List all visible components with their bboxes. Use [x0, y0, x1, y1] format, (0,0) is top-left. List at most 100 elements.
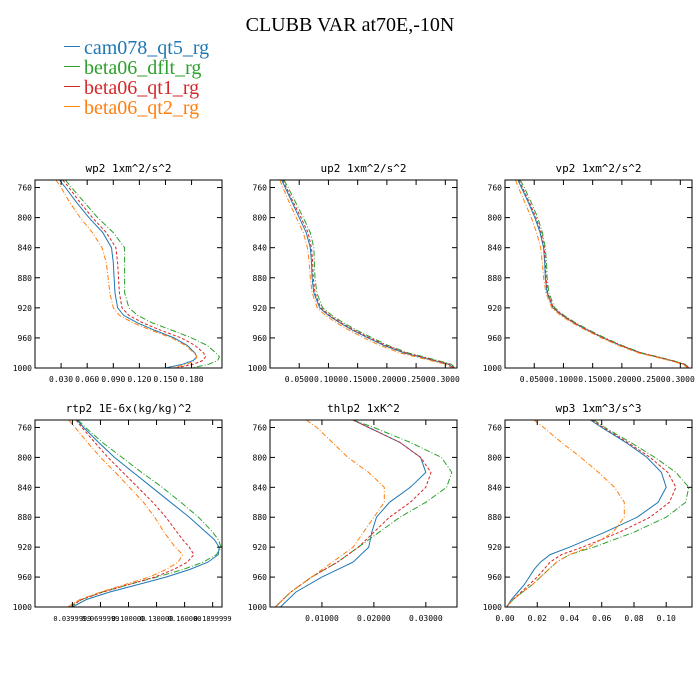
panel-2: up2 1xm^2/s^2 760 800 840 880 920 960 1000 0.050… [248, 162, 460, 384]
y-tick-label: 840 [18, 483, 33, 492]
x-tick-label: 0.06 [592, 614, 611, 623]
x-tick-label: 0.08 [624, 614, 643, 623]
legend-item: beta06_qt1_rg [64, 78, 209, 98]
x-tick-label: 0.0500 [520, 375, 549, 384]
panel-title: wp3 1xm^3/s^3 [555, 402, 641, 415]
panel-6: wp3 1xm^3/s^3 760 800 840 880 920 960 1000 0.00 0… [483, 402, 693, 623]
y-tick-label: 880 [488, 513, 503, 522]
series-line-beta06_qt1_rg [68, 420, 195, 607]
series-line-beta06_qt1_rg [282, 180, 455, 368]
legend-label: beta06_dflt_rg [84, 57, 202, 79]
y-tick-label: 920 [18, 304, 33, 313]
plot-frame [269, 179, 458, 369]
panel-4: rtp2 1E-6x(kg/kg)^2 760 800 840 880 920 960 100… [13, 402, 232, 623]
y-tick-label: 800 [488, 453, 503, 462]
legend-label: beta06_qt1_rg [84, 77, 200, 99]
y-tick-label: 920 [253, 304, 268, 313]
plot-frame [34, 419, 223, 608]
legend-label: beta06_qt2_rg [84, 97, 200, 119]
x-tick-label: 0.02000 [357, 614, 391, 623]
y-tick-label: 840 [488, 244, 503, 253]
y-tick-label: 840 [18, 244, 33, 253]
legend: cam078_qt5_rg beta06_dflt_rg beta06_qt1_rg… [64, 38, 209, 118]
x-tick-label: 0.130000 [140, 615, 174, 623]
series-line-beta06_dflt_rg [506, 420, 690, 607]
series-line-cam078_qt5_rg [281, 180, 455, 368]
series-line-beta06_qt2_rg [515, 180, 689, 368]
y-tick-label: 880 [253, 274, 268, 283]
y-tick-label: 960 [488, 573, 503, 582]
legend-swatch [64, 105, 80, 107]
legend-swatch [64, 45, 80, 47]
series-line-beta06_dflt_rg [70, 420, 222, 607]
x-tick-label: 0.1500 [578, 375, 607, 384]
legend-item: cam078_qt5_rg [64, 38, 209, 58]
plot-frame [269, 419, 458, 608]
y-tick-label: 920 [488, 304, 503, 313]
series-line-beta06_dflt_rg [283, 180, 457, 368]
x-tick-label: 0.160000 [168, 615, 202, 623]
x-tick-label: 0.10 [657, 614, 676, 623]
y-tick-label: 960 [253, 334, 268, 343]
x-tick-label: 0.03000 [409, 614, 443, 623]
panel-title: up2 1xm^2/s^2 [320, 162, 406, 175]
y-tick-label: 960 [253, 573, 268, 582]
y-tick-label: 960 [18, 573, 33, 582]
y-tick-label: 800 [18, 453, 33, 462]
plot-frame [504, 419, 693, 608]
y-tick-label: 760 [488, 184, 503, 193]
y-tick-label: 840 [253, 244, 268, 253]
x-tick-label: 0.0500 [285, 375, 314, 384]
series-line-beta06_dflt_rg [65, 180, 220, 368]
y-tick-label: 760 [253, 184, 268, 193]
panel-1: wp2 1xm^2/s^2 760 800 840 880 920 960 1000 0.030… [13, 162, 223, 384]
panel-title: rtp2 1E-6x(kg/kg)^2 [66, 402, 192, 415]
series-line-beta06_qt2_rg [55, 180, 198, 368]
y-tick-label: 920 [18, 543, 33, 552]
legend-item: beta06_qt2_rg [64, 98, 209, 118]
panel-title: vp2 1xm^2/s^2 [555, 162, 641, 175]
y-tick-label: 1000 [13, 603, 32, 612]
x-tick-label: 0.120 [127, 375, 151, 384]
y-tick-label: 1000 [248, 603, 267, 612]
y-tick-label: 920 [488, 543, 503, 552]
y-tick-label: 1000 [483, 603, 502, 612]
y-tick-label: 1000 [248, 364, 267, 373]
legend-item: beta06_dflt_rg [64, 58, 209, 78]
y-tick-label: 880 [488, 274, 503, 283]
y-tick-label: 880 [18, 513, 33, 522]
x-tick-label: 0.0399999 [53, 615, 91, 623]
panel-5: thlp2 1xK^2 760 800 840 880 920 960 1000 0.01000… [248, 402, 458, 623]
x-tick-label: 0.00 [495, 614, 514, 623]
series-line-beta06_qt2_rg [67, 420, 184, 607]
x-tick-label: 0.060 [75, 375, 99, 384]
x-tick-label: 0.090 [101, 375, 125, 384]
panel-title: wp2 1xm^2/s^2 [85, 162, 171, 175]
x-tick-label: 0.2500 [402, 375, 431, 384]
y-tick-label: 760 [18, 423, 33, 432]
x-tick-label: 0.1500 [343, 375, 372, 384]
y-tick-label: 960 [18, 334, 33, 343]
y-tick-label: 1000 [483, 364, 502, 373]
series-line-beta06_qt2_rg [274, 420, 385, 607]
y-tick-label: 800 [253, 453, 268, 462]
y-tick-label: 760 [18, 184, 33, 193]
panel-title: thlp2 1xK^2 [327, 402, 400, 415]
y-tick-label: 760 [488, 423, 503, 432]
legend-label: cam078_qt5_rg [84, 37, 210, 59]
y-tick-label: 800 [253, 214, 268, 223]
x-tick-label: 0.2500 [637, 375, 666, 384]
y-tick-label: 960 [488, 334, 503, 343]
series-line-beta06_qt1_rg [506, 420, 677, 607]
x-tick-label: 0.2000 [372, 375, 401, 384]
series-line-cam078_qt5_rg [517, 180, 689, 368]
y-tick-label: 880 [253, 513, 268, 522]
y-tick-label: 840 [253, 483, 268, 492]
y-tick-label: 840 [488, 483, 503, 492]
y-tick-label: 880 [18, 274, 33, 283]
series-line-beta06_qt1_rg [62, 180, 207, 368]
series-line-beta06_qt1_rg [518, 180, 690, 368]
x-tick-label: 0.180 [180, 375, 204, 384]
